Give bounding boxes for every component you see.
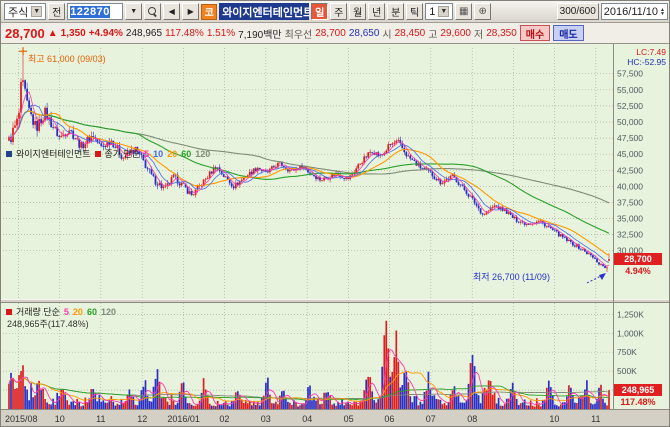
x-axis-label: 08 (467, 414, 477, 424)
chart-canvas[interactable]: 57,500 55,000 52,500 50,000 47,500 45,000 42,5… (1, 44, 670, 427)
price-axis-label: 55,000 (617, 85, 643, 95)
up-arrow-icon: ▲ (47, 27, 58, 39)
x-axis-label: 06 (384, 414, 394, 424)
volume-ma-line (8, 348, 610, 406)
low-label: 저 (474, 29, 484, 41)
buy-button[interactable]: 매수 (519, 25, 551, 41)
date-spinner[interactable]: ▲ ▼ (660, 6, 665, 17)
volume-tag-pct: 117.48% (620, 397, 656, 408)
volume-value: 248,965 (125, 27, 163, 39)
period-day-button[interactable]: 일 (311, 3, 329, 20)
x-axis-label: 03 (261, 414, 271, 424)
best-ask: 28,700 (315, 27, 346, 39)
x-axis-label: 05 (344, 414, 354, 424)
x-axis-label: 10 (549, 414, 559, 424)
bars-count-button[interactable]: 300/600 (556, 3, 599, 20)
next-stock-button[interactable]: ▶ (182, 3, 200, 20)
turnover-rate: 1.51% (206, 27, 236, 39)
price-axis-label: 57,500 (617, 69, 643, 79)
pane-splitter[interactable] (1, 299, 670, 303)
chevron-down-icon: ▼ (438, 6, 450, 17)
price-axis-label: 45,000 (617, 149, 643, 159)
asset-type-label: 주식 (8, 6, 29, 19)
volume-axis-label: 1,000K (617, 328, 644, 338)
volume-ma-line (8, 370, 610, 403)
x-axis-label: 10 (55, 414, 65, 424)
prev-stock-button[interactable]: ◀ (163, 3, 181, 20)
interval-select[interactable]: 1 ▼ (425, 3, 454, 20)
period-tick-button[interactable]: 틱 (406, 3, 424, 20)
open-label: 시 (382, 29, 392, 41)
spinner-down-icon: ▼ (660, 10, 665, 17)
chart-area[interactable]: 57,500 55,000 52,500 50,000 47,500 45,000 42,5… (1, 44, 670, 427)
x-axis-label: 04 (302, 414, 312, 424)
price-axis-label: 37,500 (617, 198, 643, 208)
high-label: 고 (428, 29, 438, 41)
volume-rate: 117.48% (165, 27, 204, 39)
chart-grid-button[interactable]: ▦ (455, 3, 473, 20)
period-year-button[interactable]: 년 (368, 3, 386, 20)
grid-icon: ▦ (459, 6, 469, 17)
high-price: 29,600 (440, 27, 471, 39)
quote-bar: 28,700 ▲ 1,350 +4.94% 248,965 117.48% 1.… (1, 23, 669, 44)
price-axis-label: 50,000 (617, 117, 643, 127)
code-history-button[interactable]: ▼ (125, 3, 143, 20)
volume-tag: 248,965 (614, 384, 662, 397)
price-axis-label: 52,500 (617, 101, 643, 111)
stock-code-input[interactable]: 122870 (67, 3, 124, 20)
zoom-icon: ⊕ (478, 6, 487, 17)
x-axis-label: 12 (137, 414, 147, 424)
best-quote-label: 최우선 (284, 29, 313, 41)
stock-code-value: 122870 (70, 5, 110, 18)
price-ma-line (8, 91, 610, 267)
interval-value: 1 (429, 5, 436, 18)
asset-type-select[interactable]: 주식 ▼ (4, 3, 47, 20)
price-axis-label: 32,500 (617, 230, 643, 240)
period-month-button[interactable]: 월 (349, 3, 367, 20)
arrow-right-icon: ▶ (187, 7, 194, 16)
price-tag-pct: 4.94% (625, 266, 651, 277)
lowest-marker-icon (586, 274, 604, 284)
price-axis-label: 47,500 (617, 133, 643, 143)
chevron-down-icon: ▼ (31, 6, 43, 17)
volume-axis-label: 1,250K (617, 309, 644, 319)
spinner-up-icon: ▲ (660, 6, 665, 13)
search-button[interactable] (144, 3, 162, 20)
chart-zoom-button[interactable]: ⊕ (474, 3, 492, 20)
trade-value: 7,190백만 (238, 29, 282, 41)
period-minute-button[interactable]: 분 (387, 3, 405, 20)
date-value: 2016/11/10 (603, 5, 659, 18)
arrow-left-icon: ◀ (168, 7, 175, 16)
x-axis-label: 02 (219, 414, 229, 424)
low-price: 28,350 (486, 27, 517, 39)
price-tag: 28,700 (614, 253, 662, 266)
search-icon (148, 7, 157, 16)
x-axis-label: 11 (96, 414, 105, 424)
jeon-button[interactable]: 전 (48, 3, 66, 20)
price-axis-label: 42,500 (617, 165, 643, 175)
price-ma-line (8, 110, 610, 256)
price-axis-label: 40,000 (617, 181, 643, 191)
main-toolbar: 주식 ▼ 전 122870 ▼ ◀ ▶ 코 와이지엔터테인먼트 일 주 월 년 … (1, 1, 669, 23)
best-bid: 28,650 (348, 27, 380, 39)
x-axis-label: 11 (591, 414, 600, 424)
open-price: 28,450 (394, 27, 426, 39)
volume-axis-label: 500K (617, 366, 637, 376)
date-picker[interactable]: 2016/11/10 ▲ ▼ (600, 3, 668, 20)
price-axis-label: 35,000 (617, 214, 643, 224)
period-week-button[interactable]: 주 (330, 3, 348, 20)
x-axis-label: 2016/01 (167, 414, 200, 424)
price-axis-label: 30,000 (617, 246, 643, 256)
x-axis-label: 07 (426, 414, 436, 424)
sell-button[interactable]: 매도 (553, 25, 584, 41)
price-ma-line (8, 110, 610, 234)
x-axis-label: 2015/08 (5, 414, 38, 424)
price-change-pct: +4.94% (88, 27, 123, 39)
current-price: 28,700 (5, 25, 45, 41)
volume-axis-label: 750K (617, 347, 637, 357)
stock-name-badge: 와이지엔터테인먼트 (219, 3, 310, 20)
market-badge-icon: 코 (201, 3, 218, 20)
price-change: 1,350 (60, 27, 86, 39)
